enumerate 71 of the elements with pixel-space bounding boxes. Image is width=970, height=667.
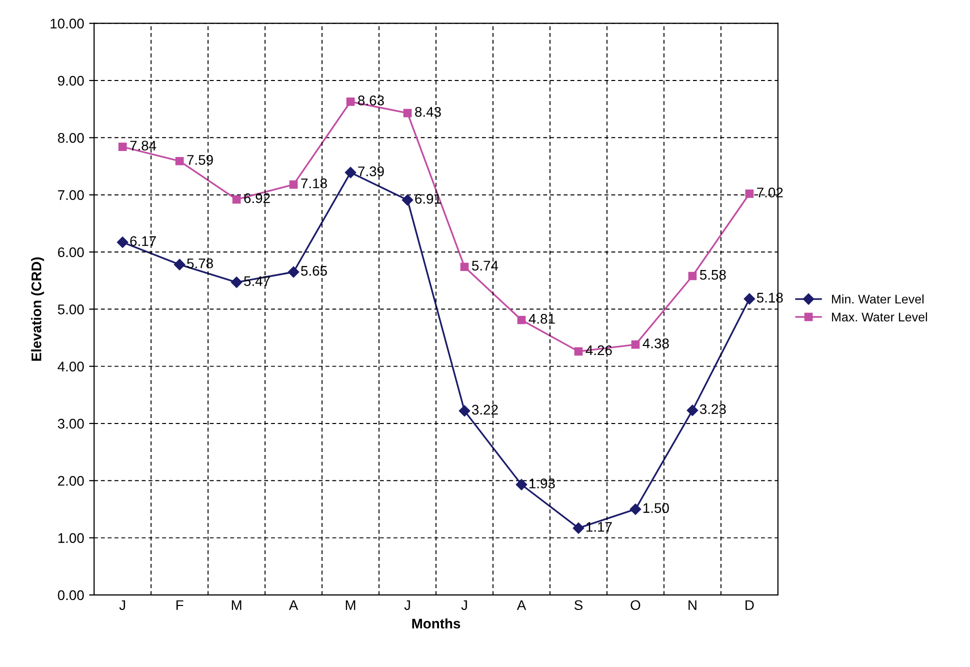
point [402,194,414,206]
point [346,97,355,106]
data-label: 6.17 [130,236,156,246]
point [631,340,640,349]
data-label: 4.81 [528,314,555,324]
point [344,166,356,178]
data-label: 7.39 [358,166,384,176]
point [517,316,526,324]
point [118,142,127,151]
point [744,293,756,304]
x-tick-label: M [232,600,242,610]
x-axis-title: Months [412,618,460,629]
point [574,347,583,356]
point [175,156,184,166]
data-label: 5.47 [244,276,270,286]
data-label: 8.63 [358,96,384,106]
point [458,405,470,417]
point [516,479,528,490]
point [288,266,300,278]
point [460,262,469,272]
x-tick-label: O [630,600,640,610]
point [745,190,754,198]
y-tick-label: 0.00 [58,590,84,600]
data-label: 3.22 [472,404,498,415]
y-tick-label: 2.00 [58,476,84,486]
y-tick-label: 7.00 [58,190,84,200]
x-tick-label: A [288,600,298,610]
point [630,504,642,515]
point [232,195,241,204]
x-tick-label: A [516,600,526,610]
point [289,180,298,189]
y-tick-label: 3.00 [58,418,84,429]
data-label: 1.93 [530,478,555,488]
x-tick-label: J [119,600,126,610]
point [403,108,412,118]
point [686,404,698,416]
y-tick-label: 4.00 [58,362,84,372]
data-label: 1.17 [586,522,612,532]
point [230,276,242,288]
data-label: 5.74 [472,260,498,271]
y-tick-label: 6.00 [58,247,84,258]
data-label: 5.65 [301,266,327,276]
y-tick-label: 1.00 [58,533,84,543]
point [572,522,584,534]
data-label: 4.38 [642,338,669,348]
y-tick-label: 10.00 [50,18,84,29]
y-tick-label: 9.00 [58,76,84,86]
y-axis-title: Elevation (CRD) [31,257,44,361]
data-label: 6.92 [244,193,270,204]
data-label: 7.59 [187,155,213,165]
data-label: 3.23 [700,404,726,414]
legend-label: Max. Water Level [832,312,927,322]
x-tick-label: J [404,600,410,610]
x-tick-label: M [346,600,356,610]
data-label: 1.50 [643,503,669,513]
data-label: 5.58 [700,270,726,280]
data-label: 7.84 [130,140,156,151]
legend-label: Min. Water Level [832,294,924,304]
point [174,258,186,270]
x-tick-label: N [688,600,696,610]
point [116,236,128,248]
y-tick-label: 5.00 [58,304,84,314]
x-tick-label: S [574,600,582,610]
point [688,272,697,280]
data-label: 7.18 [301,178,327,188]
y-tick-label: 8.00 [58,133,84,143]
data-label: 8.43 [415,106,441,117]
data-label: 5.78 [187,258,213,268]
x-tick-label: D [746,600,754,610]
x-tick-label: F [176,600,184,610]
x-tick-label: J [461,600,467,610]
